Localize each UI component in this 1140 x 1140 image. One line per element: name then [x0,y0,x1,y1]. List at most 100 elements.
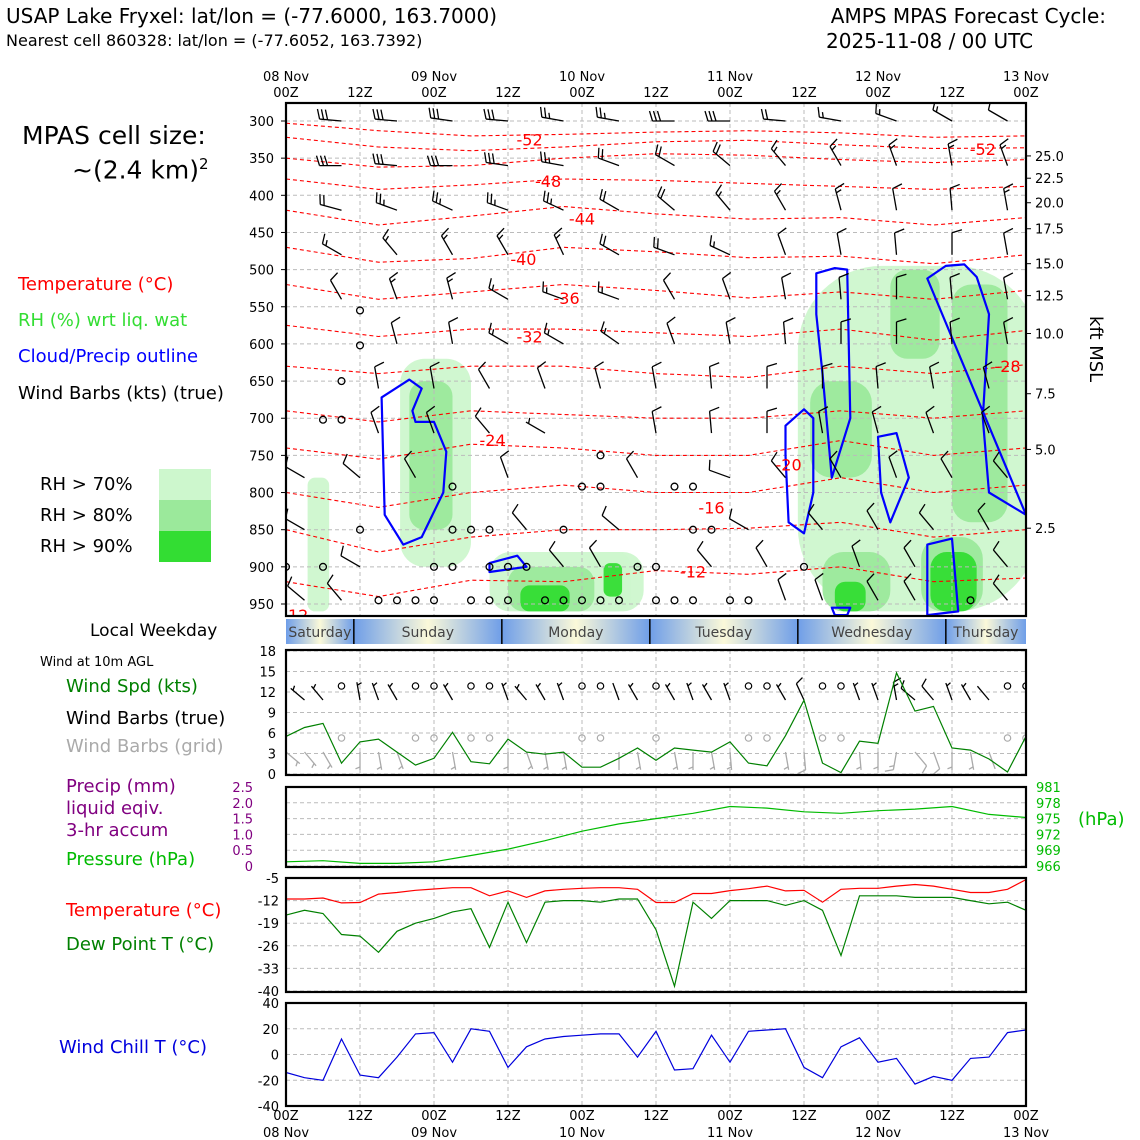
wind-barb [342,453,361,479]
barb-full [660,188,666,199]
calm-marker-grid [818,734,827,742]
calm-marker-grid [430,734,438,742]
calm-marker [318,415,328,424]
wind-barb-grid [396,751,404,770]
wind-barb [474,407,490,434]
wind-barb [662,272,676,300]
barb-half [831,145,837,151]
barb-half [773,146,778,153]
wind-chill-panel: -40 -20 0 20 40 [258,997,1028,1115]
barb-full [932,103,936,111]
barb-half [548,112,551,119]
cloud-outline [815,267,852,479]
calm-marker [688,596,698,605]
wind-barb [888,450,898,478]
chill-tick-label: 40 [262,997,279,1012]
barb-shaft [388,278,398,300]
kft-tick-label: 20.0 [1035,197,1064,212]
wind-barb [696,540,712,568]
isotherm-label: -32 [517,327,543,346]
calm-marker [559,525,568,534]
wind-barb [440,227,454,256]
chill-plot-area [286,1003,1026,1106]
wind-barb [838,272,849,300]
barb-shaft [636,751,642,770]
forecast-cycle-title: AMPS MPAS Forecast Cycle: [830,4,1106,28]
wind-barb [840,318,852,344]
calm-marker [448,482,457,491]
barb-full [319,194,321,205]
wind-barb-true [701,682,713,701]
hpa-tick-label: 850 [249,524,274,539]
wind-barb [595,106,620,122]
kft-tick-label: 25.0 [1035,150,1064,165]
barb-full [478,361,487,370]
barb-shaft [511,512,527,531]
barb-full [896,318,907,323]
wind-barb [949,317,960,344]
barb-shaft [382,237,398,256]
barb-shaft [612,682,620,701]
barb-shaft [371,682,380,701]
cell-size-title: MPAS cell size: [22,121,206,150]
wind-barbs-grid-label: Wind Barbs (grid) [66,736,224,757]
barb-full [696,540,704,551]
isotherm-label: -36 [554,289,580,308]
top-date-label: 11 Nov [707,70,753,85]
barb-half [889,765,895,768]
wind-barb-grid [322,751,333,770]
pressure-tick-label: 969 [1036,844,1061,859]
barb-half [383,199,385,206]
hpa-tick-label: 650 [249,375,274,390]
barb-shaft [553,234,565,256]
barb-full [379,193,382,205]
barb-half [311,763,315,769]
wind-barb [760,108,786,122]
wind-barb-grid [914,751,928,774]
barb-shaft [286,751,301,765]
wind-speed-line [286,671,1026,774]
barb-shaft [556,682,565,701]
barb-shaft [387,684,398,701]
wind-barb [829,450,842,479]
wind-barb-grid [968,751,975,770]
barb-full [539,106,543,118]
barb-shaft [544,332,564,345]
calm-marker [966,596,975,605]
calm-marker [596,482,605,491]
barb-shaft [541,116,564,122]
wind-barb [651,406,662,434]
barb-half [873,766,879,770]
surface-wind-panel: 0 3 6 9 12 15 18 [259,645,1028,783]
barb-shaft [795,683,805,701]
barb-full [992,451,1000,462]
barb-shaft [929,366,935,389]
barb-shaft [340,555,361,568]
wind-barb [588,539,602,568]
wind-barb [895,273,907,300]
barb-full [428,107,432,119]
temp-tick-label: -40 [258,985,279,1000]
barb-full [511,503,519,514]
hpa-tick-label: 500 [249,264,274,279]
rh-region-80 [890,269,940,359]
top-hour-label: 00Z [1013,86,1039,101]
bottom-hour-label: 12Z [939,1109,965,1124]
barb-full [323,155,329,166]
barb-shaft [374,366,380,389]
kft-tick-label: 2.5 [1035,522,1056,537]
barb-shaft [725,322,731,345]
barb-shaft [775,684,787,701]
barb-shaft [488,287,509,300]
wind-barb [403,450,417,479]
bottom-hour-label: 12Z [347,1109,373,1124]
barb-full [777,572,787,581]
wind-barb [426,155,453,167]
barb-half [1004,189,1010,194]
barb-half [545,287,548,294]
calm-marker-true [596,682,605,690]
barb-full [597,147,600,159]
pressure-unit-label: (hPa) [1078,809,1125,830]
barb-half [450,766,456,770]
